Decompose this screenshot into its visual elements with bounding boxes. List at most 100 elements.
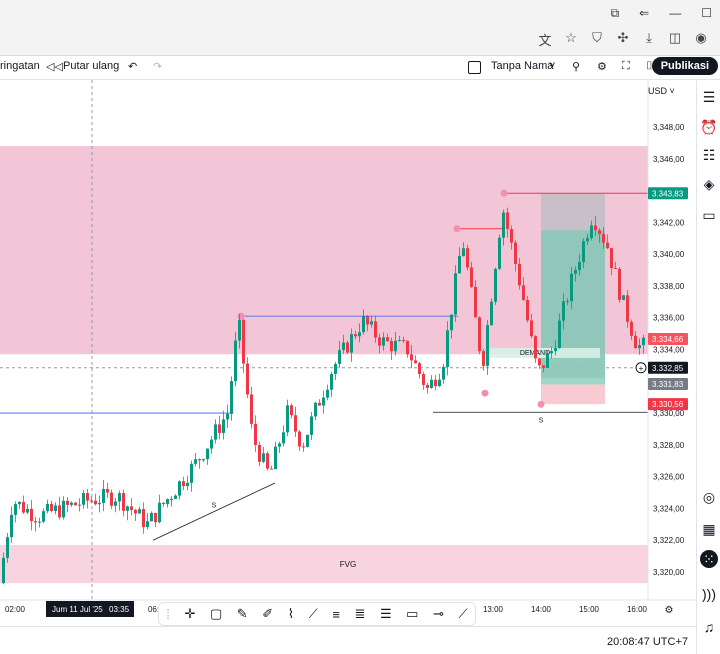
puzzle-icon[interactable]: ✣ xyxy=(617,30,629,45)
layout-name[interactable]: Tanpa Nama xyxy=(491,60,554,72)
path-icon[interactable]: ⌇ xyxy=(287,606,295,621)
candle xyxy=(26,508,29,513)
candle xyxy=(2,557,5,584)
bell-icon[interactable]: ♫ xyxy=(703,619,715,635)
anchor-point-0 xyxy=(500,189,508,197)
price-tick: 3,346,00 xyxy=(653,155,685,164)
back-arrow-icon[interactable]: ⇐ xyxy=(639,6,650,20)
candle xyxy=(530,320,533,337)
brush-icon[interactable]: ✎ xyxy=(236,606,248,621)
redo-icon[interactable]: ↷ xyxy=(153,61,163,73)
candle xyxy=(338,350,341,364)
candle xyxy=(34,521,37,523)
chevron-down-icon[interactable]: ˅ xyxy=(549,60,556,72)
replay-icon[interactable]: ◁◁ xyxy=(46,61,63,73)
candle xyxy=(342,342,345,351)
candle xyxy=(330,373,333,390)
watchlist-icon[interactable]: ☰ xyxy=(702,89,716,105)
minimize-icon[interactable]: — xyxy=(669,6,682,20)
reader-icon[interactable]: ⧉ xyxy=(610,6,620,20)
candle xyxy=(314,402,317,417)
price-chart[interactable]: FVG DEMANDSS 3,348,003,346,003,344,003,3… xyxy=(0,80,696,626)
chat-icon[interactable]: ▭ xyxy=(702,207,716,223)
measure-icon[interactable]: ⟋ xyxy=(458,606,468,621)
position-icon[interactable]: ≣ xyxy=(354,606,366,621)
target-icon[interactable]: ◎ xyxy=(702,489,716,505)
candle xyxy=(318,402,321,406)
settings-gear-icon[interactable]: ⚙ xyxy=(597,61,607,73)
highlighter-icon[interactable]: ✐ xyxy=(262,606,274,621)
crosshair-icon[interactable]: ✛ xyxy=(184,606,196,621)
candle xyxy=(406,340,409,355)
candle xyxy=(378,337,381,346)
candle xyxy=(474,286,477,318)
candle xyxy=(102,489,105,503)
calendar-icon[interactable]: ▦ xyxy=(702,521,716,537)
price-tick: 3,342,00 xyxy=(653,218,685,227)
candle xyxy=(294,415,297,432)
trend-line-icon[interactable]: ⟋ xyxy=(308,606,318,621)
candle xyxy=(366,316,369,325)
price-label-bg xyxy=(648,187,688,200)
broadcast-icon[interactable]: ))) xyxy=(702,586,716,602)
anchor-point-1 xyxy=(453,225,461,233)
candle xyxy=(358,332,361,337)
candle xyxy=(110,492,113,506)
chart-toolbar: ringatan ◁◁ Putar ulang ↶ ↷ Tanpa Nama ˅… xyxy=(0,56,720,80)
candle xyxy=(430,379,433,388)
drag-handle-icon[interactable]: ⁞ xyxy=(166,606,170,622)
quick-search-icon[interactable]: ⚲ xyxy=(572,61,581,73)
candle xyxy=(226,413,229,420)
alerts-button[interactable]: ringatan xyxy=(0,60,40,72)
candle xyxy=(370,321,373,325)
candle xyxy=(234,340,237,382)
candle xyxy=(266,453,269,469)
candle xyxy=(270,468,273,470)
candle xyxy=(218,424,221,434)
candle xyxy=(278,443,281,447)
price-tick: 3,348,00 xyxy=(653,123,685,132)
text-icon[interactable]: ▭ xyxy=(406,606,419,621)
candle xyxy=(230,381,233,414)
shield-icon[interactable]: ⛉ xyxy=(592,30,602,45)
add-list-icon[interactable]: ☷ xyxy=(702,147,716,163)
alarm-clock-icon[interactable]: ⏰ xyxy=(700,119,718,135)
star-icon[interactable]: ☆ xyxy=(565,30,577,45)
candle xyxy=(426,384,429,388)
candle xyxy=(46,503,49,512)
candle xyxy=(118,493,121,502)
position-loss-zone xyxy=(541,384,605,405)
candle xyxy=(610,248,613,269)
price-tick: 3,324,00 xyxy=(653,504,685,513)
layout-icon[interactable] xyxy=(468,61,481,74)
chart-area[interactable]: FVG DEMANDSS 3,348,003,346,003,344,003,3… xyxy=(0,80,696,617)
candle xyxy=(42,511,45,522)
maximize-icon[interactable]: ☐ xyxy=(701,6,712,20)
candle xyxy=(306,434,309,447)
candle xyxy=(442,366,445,380)
pattern-icon[interactable]: ☰ xyxy=(379,606,392,621)
apps-grid-icon[interactable]: ⁙ xyxy=(700,550,718,568)
candle xyxy=(622,295,625,300)
price-tick: 3,328,00 xyxy=(653,441,685,450)
camera-icon[interactable]: ⌷ xyxy=(646,60,653,72)
undo-icon[interactable]: ↶ xyxy=(128,61,138,73)
candle xyxy=(126,506,129,511)
download-icon[interactable]: ⤓ xyxy=(646,30,652,45)
currency-selector[interactable]: USD ˅ xyxy=(648,86,675,96)
layers-icon[interactable]: ◈ xyxy=(703,176,715,192)
horizontal-ray-icon[interactable]: ⊸ xyxy=(433,606,444,621)
fullscreen-icon[interactable]: ⛶ xyxy=(622,60,630,72)
rectangle-icon[interactable]: ▢ xyxy=(209,606,223,621)
candle xyxy=(310,416,313,435)
replay-button[interactable]: Putar ulang xyxy=(63,60,120,72)
candle xyxy=(214,424,217,440)
candle xyxy=(462,248,465,256)
fib-icon[interactable]: ≡ xyxy=(332,606,340,622)
profile-icon[interactable]: ◉ xyxy=(695,30,707,45)
sidebar-icon[interactable]: ◫ xyxy=(668,30,682,45)
candle xyxy=(170,498,173,500)
translate-icon[interactable]: 文 xyxy=(538,33,552,48)
publish-button[interactable]: Publikasi xyxy=(651,57,718,75)
candle xyxy=(630,321,633,336)
